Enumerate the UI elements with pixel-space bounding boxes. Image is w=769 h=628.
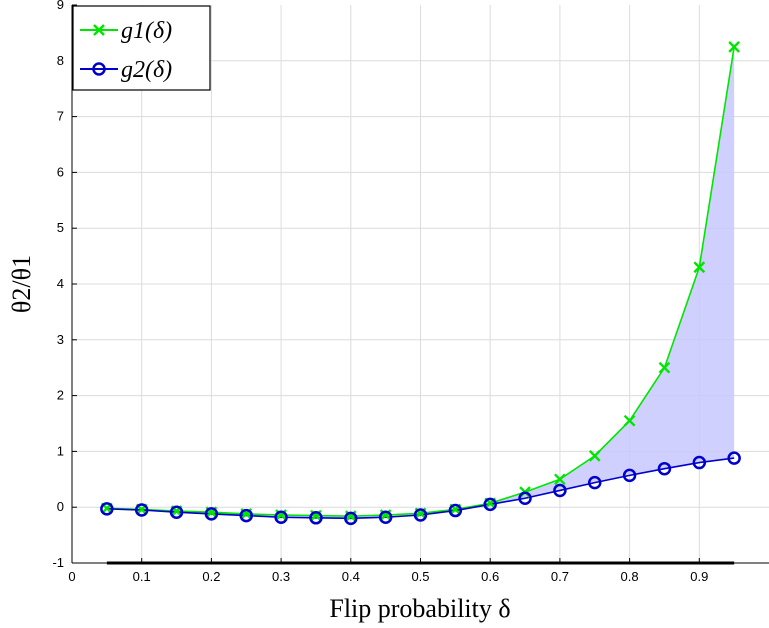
x-tick-label: 0.6 [481, 569, 499, 584]
data-point-g2 [622, 468, 637, 483]
data-point-g1 [693, 261, 706, 274]
x-axis-label: Flip probability δ [329, 594, 510, 623]
y-tick-label: 0 [57, 499, 64, 514]
x-tick-label: 0 [68, 569, 75, 584]
data-point-g2 [378, 510, 393, 524]
y-axis-label: θ2/θ1 [7, 255, 36, 313]
legend: g1(δ) g2(δ) [72, 5, 211, 91]
x-tick-label: 0.7 [551, 569, 569, 584]
x-tick-label: 0.8 [621, 569, 639, 584]
data-point-g2 [274, 510, 288, 524]
data-point-g2 [344, 511, 358, 526]
data-point-g2 [309, 511, 323, 525]
data-point-g2 [134, 503, 149, 517]
data-point-g2 [692, 455, 707, 470]
y-tick-label: 2 [57, 388, 64, 403]
data-point-g2 [448, 503, 463, 518]
x-tick-label: 0.2 [202, 569, 220, 584]
data-point-g2 [727, 451, 741, 465]
data-point-g2 [239, 508, 253, 523]
data-point-g2 [588, 475, 602, 490]
data-point-g2 [204, 507, 219, 521]
y-tick-label: 9 [57, 0, 64, 12]
legend-marker-g2 [92, 62, 106, 76]
data-point-g2 [518, 491, 532, 506]
data-point-g2 [169, 505, 184, 519]
data-point-g2 [657, 461, 672, 476]
x-tick-label: 0.1 [133, 569, 151, 584]
y-tick-label: 6 [57, 164, 64, 179]
tick-labels: 0 0.1 0.2 0.3 0.4 0.5 0.6 0.7 0.8 0.9 -1 0 1 2 3 4 5 6 7 8 9 [52, 0, 708, 584]
data-point-g2 [553, 483, 567, 498]
y-tick-label: 7 [57, 109, 64, 124]
x-tick-label: 0.9 [690, 569, 708, 584]
data-point-g2 [483, 497, 497, 512]
x-tick-label: 0.4 [342, 569, 360, 584]
data-point-g1 [623, 414, 636, 427]
data-point-g1 [554, 473, 566, 486]
y-tick-label: 8 [57, 53, 64, 68]
data-point-g2 [413, 508, 428, 522]
y-tick-label: 5 [57, 220, 64, 235]
x-tick-label: 0.5 [411, 569, 429, 584]
y-tick-label: 4 [57, 276, 64, 291]
y-tick-label: 3 [57, 332, 64, 347]
data-point-g1 [728, 41, 740, 53]
legend-box [72, 5, 211, 91]
y-tick-label: 1 [57, 443, 64, 458]
legend-label-g2: g2(δ) [121, 57, 172, 83]
data-point-g1 [588, 450, 601, 462]
data-point-g1 [658, 361, 671, 374]
legend-marker-g1 [93, 24, 105, 36]
legend-label-g1: g1(δ) [121, 18, 172, 44]
axes [71, 4, 769, 565]
y-tick-label: -1 [52, 555, 64, 570]
series-markers [100, 41, 741, 526]
x-tick-label: 0.3 [272, 569, 290, 584]
data-point-g2 [100, 502, 114, 516]
